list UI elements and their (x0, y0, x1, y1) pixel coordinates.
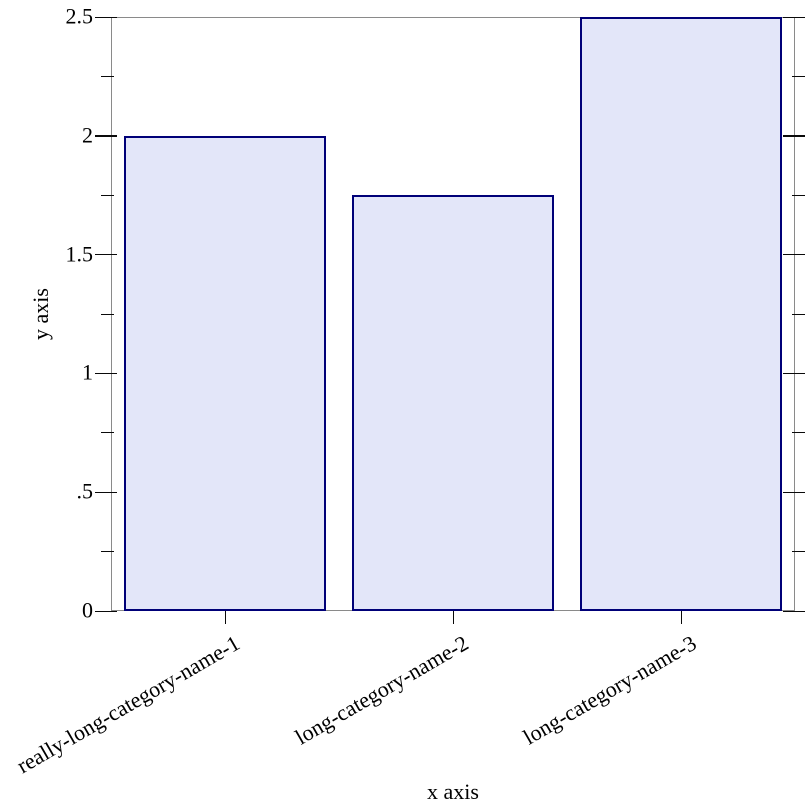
y-axis-minor-tick-left (101, 551, 114, 553)
y-axis-tick-label: 2.5 (65, 3, 94, 29)
y-axis-tick-label: .5 (76, 478, 94, 504)
y-axis-major-tick-left (95, 254, 117, 256)
y-axis-major-tick-left (95, 372, 117, 375)
bar-1 (124, 135, 326, 611)
y-axis-title: y axis (28, 288, 53, 340)
x-axis-category-label-text: long-category-name-2 (290, 630, 472, 750)
y-axis-major-tick-right (783, 16, 805, 18)
y-axis-tick-label: 0 (82, 597, 93, 623)
y-axis-major-tick-right (783, 610, 805, 612)
y-axis-major-tick-right (783, 372, 805, 375)
y-axis-major-tick-left (95, 135, 117, 137)
y-axis-minor-tick-right (792, 313, 805, 315)
y-axis-tick-label: 2 (82, 122, 93, 148)
y-axis-major-tick-right (783, 135, 805, 137)
bar-3 (580, 17, 782, 611)
y-axis-minor-tick-left (101, 194, 114, 196)
bar-2 (352, 195, 554, 611)
y-axis-tick-label: 1 (82, 359, 93, 385)
x-axis-category-tick (680, 611, 682, 624)
y-axis-minor-tick-left (101, 432, 114, 434)
x-axis-category-label-text: long-category-name-3 (518, 630, 700, 750)
y-axis-major-tick-left (95, 610, 117, 612)
y-axis-major-tick-left (95, 16, 117, 18)
x-axis-category-tick (224, 611, 226, 624)
x-axis-category-label-text: really-long-category-name-1 (12, 630, 244, 779)
y-axis-minor-tick-left (101, 75, 114, 78)
y-axis-minor-tick-right (792, 75, 805, 78)
y-axis-minor-tick-right (792, 194, 805, 196)
y-axis-major-tick-left (95, 491, 117, 494)
y-axis-minor-tick-right (792, 432, 805, 434)
y-axis-minor-tick-left (101, 313, 114, 315)
y-axis-major-tick-right (783, 491, 805, 494)
x-axis-category-tick (452, 611, 454, 624)
plot-area: 0 .5 1 1.5 2 2.5 really-long-category-name-1 lo… (13, 5, 805, 778)
y-axis-major-tick-right (783, 254, 805, 256)
y-axis-minor-tick-right (792, 551, 805, 553)
y-axis-tick-label: 1.5 (65, 241, 94, 267)
x-axis-title: x axis (427, 779, 479, 804)
